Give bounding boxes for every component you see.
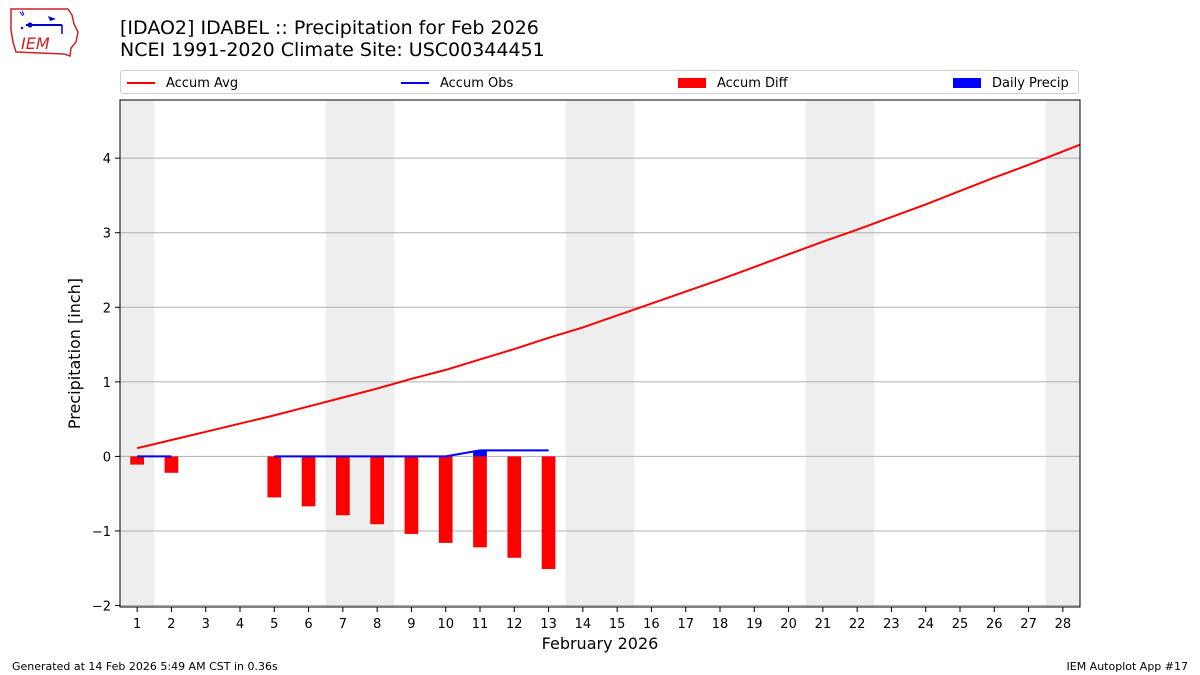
x-tick-label: 25 <box>952 617 969 632</box>
x-tick-label: 10 <box>437 617 454 632</box>
x-tick-label: 9 <box>407 617 415 632</box>
legend-label-accum-diff: Accum Diff <box>717 75 788 91</box>
accum-diff-bar <box>301 456 316 507</box>
x-tick-label: 12 <box>506 617 523 632</box>
weekend-band <box>120 100 155 607</box>
x-tick-label: 2 <box>167 617 175 632</box>
x-tick-label: 27 <box>1020 617 1037 632</box>
x-tick-label: 20 <box>780 617 797 632</box>
x-tick-label: 26 <box>986 617 1003 632</box>
accum-obs-line <box>274 449 549 458</box>
title-line-2: NCEI 1991-2020 Climate Site: USC00344451 <box>120 39 545 61</box>
legend-item-accum-obs: Accum Obs <box>401 74 513 92</box>
legend-item-accum-diff: Accum Diff <box>678 74 788 92</box>
y-tick-label: 0 <box>103 450 111 465</box>
x-tick-label: 18 <box>712 617 729 632</box>
x-tick-label: 19 <box>746 617 763 632</box>
accum-diff-bar <box>404 456 419 534</box>
x-tick-label: 3 <box>202 617 210 632</box>
lines <box>136 143 1081 458</box>
plot-frame <box>119 99 1081 608</box>
legend-item-accum-avg: Accum Avg <box>127 74 238 92</box>
x-tick-label: 7 <box>339 617 347 632</box>
weekend-band <box>565 100 635 607</box>
app-note: IEM Autoplot App #17 <box>1066 660 1189 673</box>
accum-diff-bar <box>130 456 144 465</box>
daily-precip-bar <box>473 450 487 457</box>
x-tick-label: 1 <box>133 617 141 632</box>
chart-title: [IDAO2] IDABEL :: Precipitation for Feb … <box>120 17 545 61</box>
legend: Accum Avg Accum Obs Accum Diff Daily Pre… <box>120 70 1079 94</box>
title-line-1: [IDAO2] IDABEL :: Precipitation for Feb … <box>120 17 539 39</box>
accum-diff-bar <box>336 456 350 516</box>
x-tick-label: 8 <box>373 617 381 632</box>
y-tick-label: −1 <box>92 525 111 540</box>
x-tick-label: 21 <box>815 617 832 632</box>
x-tick-label: 17 <box>677 617 694 632</box>
x-tick-label: 22 <box>849 617 866 632</box>
x-tick-label: 23 <box>883 617 900 632</box>
logo-text: IEM <box>21 34 50 53</box>
legend-swatch-accum-diff <box>678 78 706 88</box>
accum-diff-bar <box>438 456 453 543</box>
x-tick-label: 13 <box>540 617 557 632</box>
x-tick-label: 11 <box>472 617 489 632</box>
legend-label-daily-precip: Daily Precip <box>992 75 1069 91</box>
bars <box>130 450 556 569</box>
x-tick-label: 14 <box>575 617 592 632</box>
x-tick-label: 28 <box>1055 617 1072 632</box>
x-tick-label: 16 <box>643 617 660 632</box>
y-tick-label: 4 <box>103 152 111 167</box>
accum-diff-bar <box>370 456 384 525</box>
x-tick-label: 6 <box>304 617 312 632</box>
legend-swatch-accum-obs <box>401 82 429 84</box>
x-tick-label: 15 <box>609 617 626 632</box>
x-axis-label: February 2026 <box>542 634 659 653</box>
y-tick-label: 1 <box>103 376 111 391</box>
legend-item-daily-precip: Daily Precip <box>953 74 1069 92</box>
accum-diff-bar <box>473 456 487 548</box>
legend-swatch-accum-avg <box>127 82 155 84</box>
accum-avg-line <box>136 143 1081 450</box>
x-tick-label: 24 <box>917 617 934 632</box>
x-tick-label: 5 <box>270 617 278 632</box>
accum-diff-bar <box>507 456 522 558</box>
weekend-band <box>1045 100 1080 607</box>
accum-diff-bar <box>164 456 179 473</box>
legend-swatch-daily-precip <box>953 78 981 88</box>
y-tick-label: 2 <box>103 301 111 316</box>
y-tick-label: −2 <box>92 600 111 615</box>
iem-logo: IEM <box>8 6 80 58</box>
legend-label-accum-avg: Accum Avg <box>166 75 239 91</box>
y-tick-label: 3 <box>103 227 111 242</box>
y-axis-label: Precipitation [inch] <box>65 278 84 429</box>
legend-label-accum-obs: Accum Obs <box>440 75 514 91</box>
x-tick-label: 4 <box>236 617 244 632</box>
weekend-band <box>805 100 875 607</box>
generated-note: Generated at 14 Feb 2026 5:49 AM CST in … <box>12 660 278 673</box>
accum-diff-bar <box>541 456 556 569</box>
accum-diff-bar <box>267 456 282 498</box>
